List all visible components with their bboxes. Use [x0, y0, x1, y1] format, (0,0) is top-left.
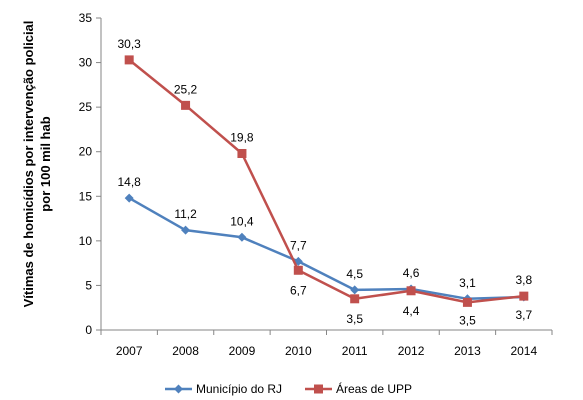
x-tick-label: 2012	[398, 344, 425, 358]
data-point-square	[406, 286, 416, 296]
y-tick-label: 15	[79, 189, 93, 203]
data-label: 3,8	[515, 273, 532, 287]
data-label: 25,2	[174, 82, 198, 96]
data-point-diamond	[237, 232, 247, 242]
data-label: 19,8	[230, 130, 254, 144]
legend-marker-diamond	[174, 384, 183, 394]
x-tick-label: 2013	[454, 344, 481, 358]
x-tick-label: 2014	[510, 344, 537, 358]
data-point-diamond	[350, 285, 360, 295]
series-line	[128, 58, 524, 304]
data-label: 7,7	[290, 238, 307, 252]
series-layer	[124, 55, 529, 307]
x-tick-label: 2011	[342, 344, 368, 358]
data-label: 4,5	[346, 267, 363, 281]
y-tick-label: 20	[79, 145, 93, 159]
y-tick-label: 0	[85, 323, 92, 337]
y-tick-label: 25	[79, 100, 93, 114]
data-label: 14,8	[118, 175, 142, 189]
data-point-diamond	[124, 193, 134, 203]
y-axis-title-line: por 100 mil hab	[38, 116, 53, 211]
data-point-square	[350, 294, 360, 304]
data-label: 6,7	[290, 283, 307, 297]
y-tick-label: 5	[85, 278, 92, 292]
x-tick-label: 2010	[285, 344, 312, 358]
y-tick-label: 10	[79, 234, 93, 248]
y-tick-label: 35	[79, 11, 93, 25]
legend-marker-square	[314, 384, 323, 394]
series-line	[128, 196, 524, 301]
data-label: 10,4	[230, 214, 254, 228]
data-point-square	[519, 291, 529, 301]
data-label: 3,7	[515, 308, 532, 322]
axes	[96, 17, 553, 335]
data-label: 4,6	[403, 266, 420, 280]
legend-label: Áreas de UPP	[336, 381, 412, 396]
y-axis-title: Vítimas de homicídios por intervenção po…	[21, 21, 53, 308]
data-point-diamond	[181, 225, 191, 235]
data-labels: 14,8 11,2 10,4 7,7 4,5 4,6 3,5 3,7 30,3 25,2 19,8 6…	[118, 37, 533, 327]
data-label: 3,5	[459, 313, 476, 327]
x-tick-label: 2008	[172, 344, 199, 358]
y-tick-label: 30	[79, 56, 93, 70]
x-tick-label: 2009	[229, 344, 256, 358]
x-tick-label: 2007	[116, 344, 143, 358]
data-point-square	[462, 297, 472, 307]
data-label: 3,1	[459, 276, 476, 290]
legend-label: Município do RJ	[196, 382, 282, 396]
data-point-square	[124, 55, 134, 65]
x-tick-labels: 2007 2008 2009 2010 2011 2012 2013 2014	[116, 344, 538, 358]
legend: Município do RJ Áreas de UPP	[165, 381, 412, 396]
y-axis-title-line: Vítimas de homicídios por intervenção po…	[21, 21, 36, 308]
data-label: 4,4	[403, 304, 420, 318]
data-point-square	[181, 100, 191, 110]
data-label: 11,2	[174, 207, 197, 221]
data-label: 3,5	[346, 312, 363, 326]
y-tick-labels: 0 5 10 15 20 25 30 35	[79, 11, 93, 337]
data-point-square	[293, 265, 303, 275]
data-label: 30,3	[118, 37, 142, 51]
data-point-square	[237, 148, 247, 158]
